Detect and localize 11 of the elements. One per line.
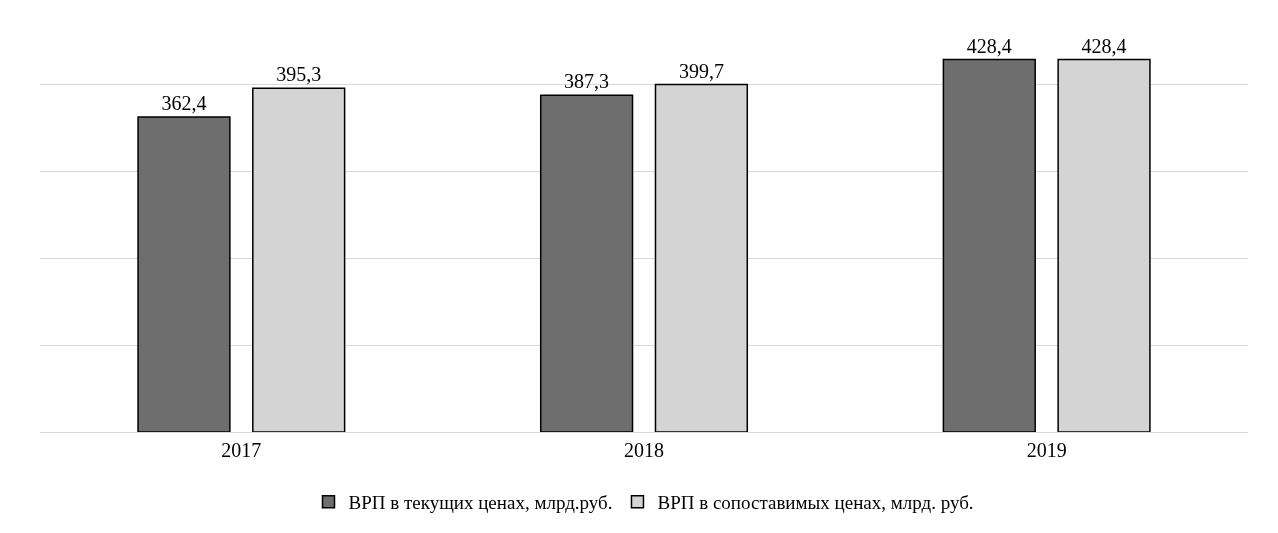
legend-label: ВРП в сопоставимых ценах, млрд. руб. — [657, 492, 974, 514]
x-tick-label: 2017 — [221, 439, 262, 461]
legend-label: ВРП в текущих ценах, млрд.руб. — [348, 492, 613, 514]
data-label: 399,7 — [678, 59, 724, 82]
data-label: 362,4 — [161, 91, 207, 114]
x-tick-label: 2019 — [1026, 439, 1067, 461]
data-label: 428,4 — [966, 34, 1012, 57]
data-label: 387,3 — [564, 70, 610, 93]
data-label: 428,4 — [1081, 34, 1127, 57]
x-tick-label: 2018 — [624, 439, 664, 461]
data-label: 395,3 — [276, 63, 322, 86]
